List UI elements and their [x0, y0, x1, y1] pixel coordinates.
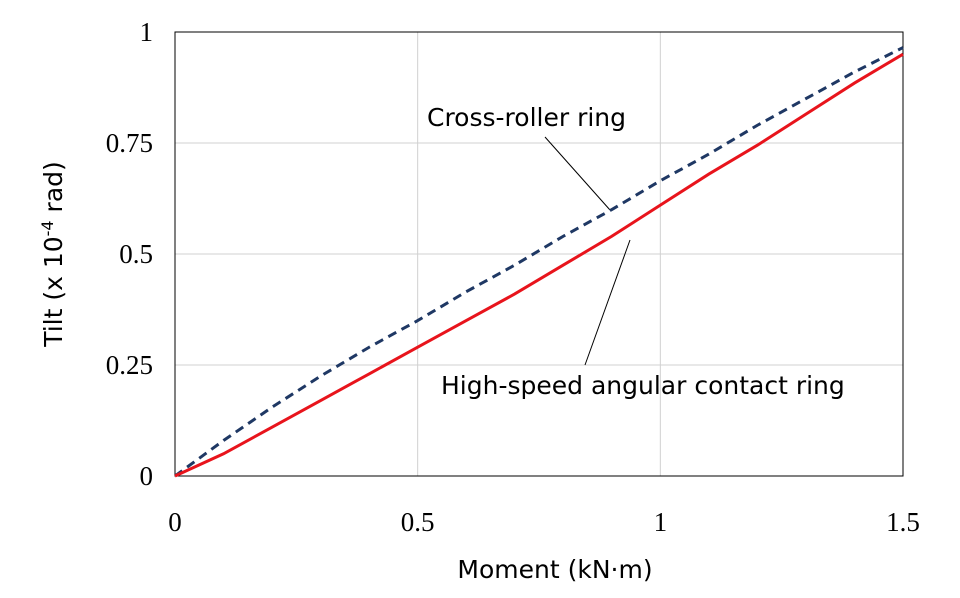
plot-frame [174, 31, 904, 477]
y-label-main: Tilt (x 10 [39, 236, 68, 347]
x-tick-label: 1 [654, 507, 668, 537]
x-tick-label: 1.5 [886, 507, 920, 537]
y-tick-label: 0 [140, 461, 154, 491]
y-tick-label: 0.5 [119, 239, 153, 269]
annotation: Cross-roller ring [427, 103, 626, 132]
y-tick-label: 0.75 [106, 128, 153, 158]
annotation: High-speed angular contact ring [441, 371, 845, 400]
y-label-exponent: -4 [38, 220, 57, 236]
annotation-leader [584, 239, 631, 366]
x-tick-label: 0 [168, 507, 182, 537]
y-tick-label: 0.25 [106, 350, 153, 380]
y-label-unit: rad) [39, 161, 68, 220]
series-line [174, 46, 904, 478]
annotation-leader [544, 136, 611, 211]
series-line [174, 52, 904, 478]
x-tick-label: 0.5 [401, 507, 435, 537]
y-axis-label: Tilt (x 10-4 rad) [38, 161, 68, 348]
y-tick-label: 1 [140, 17, 154, 47]
x-axis-label: Moment (kN·m) [457, 555, 652, 584]
